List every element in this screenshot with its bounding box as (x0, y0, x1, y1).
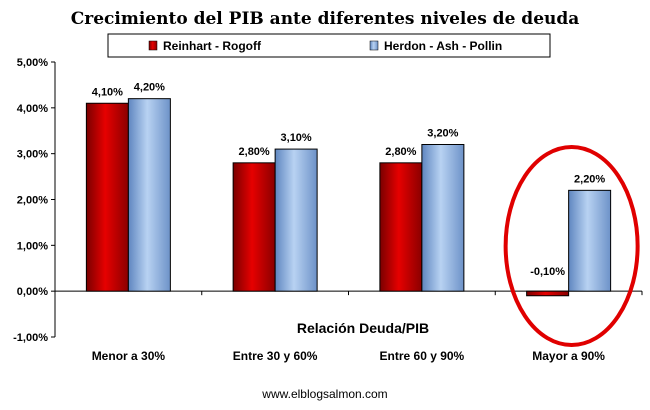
y-tick-label: 1,00% (17, 240, 48, 252)
bar-herdon-ash-pollin (274, 148, 318, 292)
legend-box (107, 33, 551, 58)
x-axis-title: Relación Deuda/PIB (297, 320, 429, 336)
legend-label-herdon-ash-pollin: Herdon - Ash - Pollin (384, 39, 502, 53)
y-tick-label: 4,00% (17, 103, 48, 115)
category-label: Menor a 30% (92, 349, 166, 363)
data-label: 2,80% (385, 146, 416, 158)
y-tick-label: -1,00% (13, 332, 48, 344)
data-label: 4,20% (134, 82, 165, 94)
bar-reinhart-rogoff (379, 162, 423, 292)
category-label: Entre 60 y 90% (380, 349, 465, 363)
bar-reinhart-rogoff (526, 290, 570, 297)
y-tick-label: 0,00% (17, 286, 48, 298)
y-tick-label: 2,00% (17, 195, 48, 207)
highlight-ellipse (503, 145, 640, 347)
bar-reinhart-rogoff (85, 102, 129, 292)
chart-title: Crecimiento del PIB ante diferentes nive… (71, 9, 580, 29)
plot-area: 5,00% 4,00% 3,00% 2,00% 1,00% 0,00% -1,00% 4,10… (13, 57, 643, 363)
bar-herdon-ash-pollin (568, 189, 612, 292)
legend-swatch-herdon-ash-pollin (369, 40, 379, 51)
legend-label-reinhart-rogoff: Reinhart - Rogoff (163, 39, 262, 53)
legend-swatch-reinhart-rogoff (148, 40, 158, 51)
category-label: Entre 30 y 60% (233, 349, 318, 363)
bar-herdon-ash-pollin (421, 144, 465, 292)
y-tick-label: 3,00% (17, 149, 48, 161)
footer-url[interactable]: www.elblogsalmon.com (261, 387, 387, 401)
category-label: Mayor a 90% (532, 349, 605, 363)
data-label: 2,80% (239, 146, 270, 158)
bar-reinhart-rogoff (232, 162, 276, 292)
legend: Reinhart - Rogoff Herdon - Ash - Pollin (107, 33, 551, 58)
data-label: 2,20% (574, 173, 605, 185)
data-label: 3,20% (427, 128, 458, 140)
y-tick-label: 5,00% (17, 57, 48, 69)
data-label: 3,10% (281, 132, 312, 144)
bar-herdon-ash-pollin (127, 98, 171, 292)
data-label: -0,10% (530, 266, 565, 278)
data-label: 4,10% (92, 86, 123, 98)
